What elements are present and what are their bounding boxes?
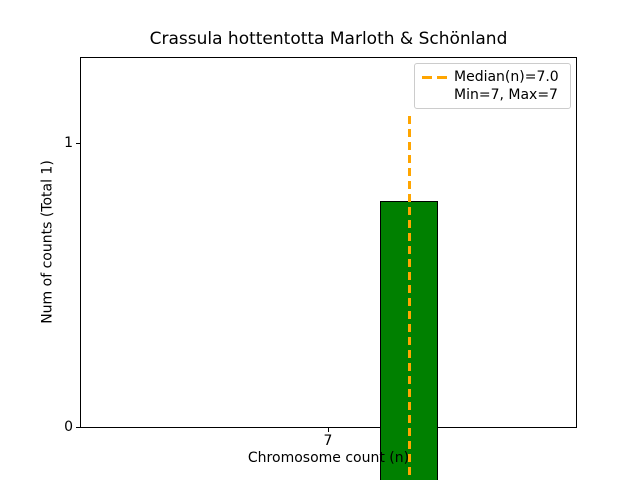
legend-item-minmax: Min=7, Max=7 [422,87,563,103]
legend-label-median: Median(n)=7.0 [454,69,559,85]
chart-title: Crassula hottentotta Marloth & Schönland [149,29,508,49]
x-tick-label-7: 7 [323,433,333,449]
x-axis-label: Chromosome count (n) [247,450,410,466]
y-axis-label: Num of counts (Total 1) [39,160,56,324]
y-tick-mark-0 [76,427,80,428]
legend-label-minmax: Min=7, Max=7 [454,87,558,103]
x-tick-mark-7 [328,428,329,432]
legend-item-median: Median(n)=7.0 [422,69,563,85]
y-tick-mark-1 [76,143,80,144]
legend: Median(n)=7.0 Min=7, Max=7 [414,63,571,109]
median-dashed-line-swatch [422,75,447,79]
empty-legend-swatch [422,94,447,97]
y-tick-label-1: 1 [64,135,73,151]
plot-area [80,57,577,480]
median-line [408,116,411,480]
y-tick-label-0: 0 [64,419,73,435]
